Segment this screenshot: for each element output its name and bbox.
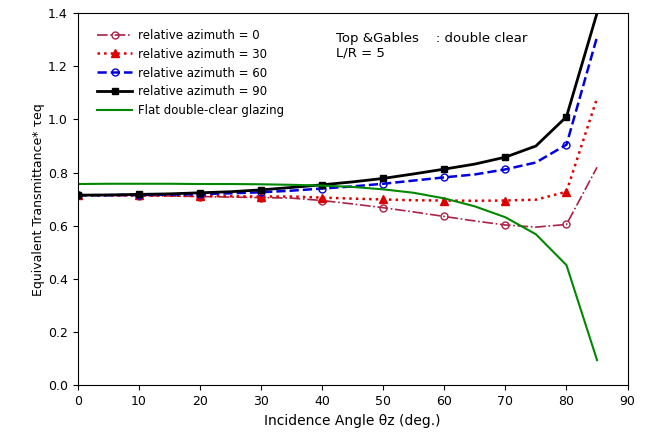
relative azimuth = 60 — [135, 192, 142, 197]
Flat double-clear glazing — [318, 183, 326, 188]
relative azimuth = 60 — [563, 142, 571, 147]
relative azimuth = 30 — [104, 193, 112, 198]
relative azimuth = 0 — [501, 223, 509, 228]
relative azimuth = 30 — [563, 189, 571, 194]
relative azimuth = 60 — [349, 184, 356, 189]
relative azimuth = 90 — [410, 171, 417, 177]
relative azimuth = 0 — [318, 198, 326, 203]
relative azimuth = 0 — [74, 193, 82, 198]
relative azimuth = 0 — [471, 218, 479, 223]
relative azimuth = 30 — [135, 193, 142, 198]
relative azimuth = 60 — [410, 178, 417, 183]
relative azimuth = 90 — [532, 143, 540, 149]
relative azimuth = 30 — [166, 193, 173, 198]
relative azimuth = 90 — [563, 114, 571, 120]
relative azimuth = 90 — [226, 189, 234, 194]
relative azimuth = 60 — [196, 191, 204, 197]
Y-axis label: Equivalent Transmittance* τeq: Equivalent Transmittance* τeq — [32, 103, 45, 296]
relative azimuth = 60 — [471, 172, 479, 177]
relative azimuth = 0 — [257, 195, 265, 200]
relative azimuth = 30 — [226, 194, 234, 199]
relative azimuth = 90 — [288, 185, 296, 190]
relative azimuth = 90 — [501, 155, 509, 160]
relative azimuth = 90 — [166, 191, 173, 197]
relative azimuth = 0 — [441, 214, 448, 219]
Flat double-clear glazing — [135, 181, 142, 186]
relative azimuth = 30 — [593, 96, 601, 101]
Flat double-clear glazing — [104, 181, 112, 186]
relative azimuth = 60 — [257, 190, 265, 195]
relative azimuth = 0 — [288, 196, 296, 201]
Flat double-clear glazing — [441, 196, 448, 201]
relative azimuth = 90 — [379, 176, 387, 181]
relative azimuth = 0 — [349, 201, 356, 207]
X-axis label: Incidence Angle θz (deg.): Incidence Angle θz (deg.) — [265, 414, 441, 428]
Flat double-clear glazing — [593, 358, 601, 363]
relative azimuth = 60 — [104, 193, 112, 198]
relative azimuth = 0 — [532, 225, 540, 230]
relative azimuth = 60 — [593, 34, 601, 39]
Flat double-clear glazing — [349, 184, 356, 190]
relative azimuth = 90 — [441, 167, 448, 172]
relative azimuth = 0 — [563, 222, 571, 227]
relative azimuth = 90 — [257, 187, 265, 193]
relative azimuth = 30 — [532, 197, 540, 202]
Flat double-clear glazing — [257, 182, 265, 187]
Flat double-clear glazing — [288, 182, 296, 187]
relative azimuth = 90 — [471, 162, 479, 167]
relative azimuth = 30 — [257, 194, 265, 199]
relative azimuth = 0 — [196, 194, 204, 199]
relative azimuth = 0 — [135, 193, 142, 198]
relative azimuth = 30 — [318, 195, 326, 200]
relative azimuth = 30 — [441, 198, 448, 203]
Flat double-clear glazing — [501, 215, 509, 220]
relative azimuth = 0 — [593, 165, 601, 170]
relative azimuth = 60 — [441, 175, 448, 180]
Flat double-clear glazing — [74, 181, 82, 187]
relative azimuth = 90 — [349, 179, 356, 184]
Flat double-clear glazing — [471, 204, 479, 209]
relative azimuth = 90 — [135, 192, 142, 197]
relative azimuth = 60 — [226, 191, 234, 196]
relative azimuth = 60 — [501, 167, 509, 172]
Flat double-clear glazing — [196, 181, 204, 187]
Flat double-clear glazing — [166, 181, 173, 186]
relative azimuth = 0 — [379, 205, 387, 210]
relative azimuth = 30 — [471, 198, 479, 204]
Flat double-clear glazing — [410, 190, 417, 195]
Flat double-clear glazing — [379, 187, 387, 192]
relative azimuth = 0 — [166, 194, 173, 199]
relative azimuth = 60 — [379, 181, 387, 186]
Line: Flat double-clear glazing: Flat double-clear glazing — [78, 184, 597, 360]
relative azimuth = 30 — [501, 198, 509, 203]
Legend: relative azimuth = 0, relative azimuth = 30, relative azimuth = 60, relative azi: relative azimuth = 0, relative azimuth =… — [92, 24, 289, 122]
relative azimuth = 90 — [196, 190, 204, 195]
relative azimuth = 60 — [532, 160, 540, 165]
relative azimuth = 30 — [410, 197, 417, 203]
relative azimuth = 60 — [166, 192, 173, 197]
relative azimuth = 0 — [104, 193, 112, 198]
relative azimuth = 90 — [74, 193, 82, 198]
Flat double-clear glazing — [226, 181, 234, 187]
Line: relative azimuth = 30: relative azimuth = 30 — [74, 94, 601, 205]
relative azimuth = 30 — [288, 194, 296, 199]
Line: relative azimuth = 60: relative azimuth = 60 — [74, 33, 600, 199]
relative azimuth = 60 — [288, 188, 296, 193]
relative azimuth = 30 — [379, 197, 387, 202]
relative azimuth = 0 — [410, 209, 417, 214]
relative azimuth = 90 — [318, 182, 326, 187]
relative azimuth = 90 — [104, 192, 112, 197]
relative azimuth = 30 — [74, 193, 82, 198]
relative azimuth = 30 — [349, 196, 356, 201]
relative azimuth = 90 — [593, 10, 601, 16]
Flat double-clear glazing — [563, 262, 571, 268]
relative azimuth = 60 — [74, 193, 82, 198]
Line: relative azimuth = 0: relative azimuth = 0 — [74, 164, 600, 231]
Text: Top &Gables    : double clear
L/R = 5: Top &Gables : double clear L/R = 5 — [336, 32, 527, 60]
relative azimuth = 60 — [318, 186, 326, 191]
Line: relative azimuth = 90: relative azimuth = 90 — [74, 10, 600, 199]
relative azimuth = 0 — [226, 194, 234, 200]
Flat double-clear glazing — [532, 232, 540, 237]
relative azimuth = 30 — [196, 194, 204, 199]
